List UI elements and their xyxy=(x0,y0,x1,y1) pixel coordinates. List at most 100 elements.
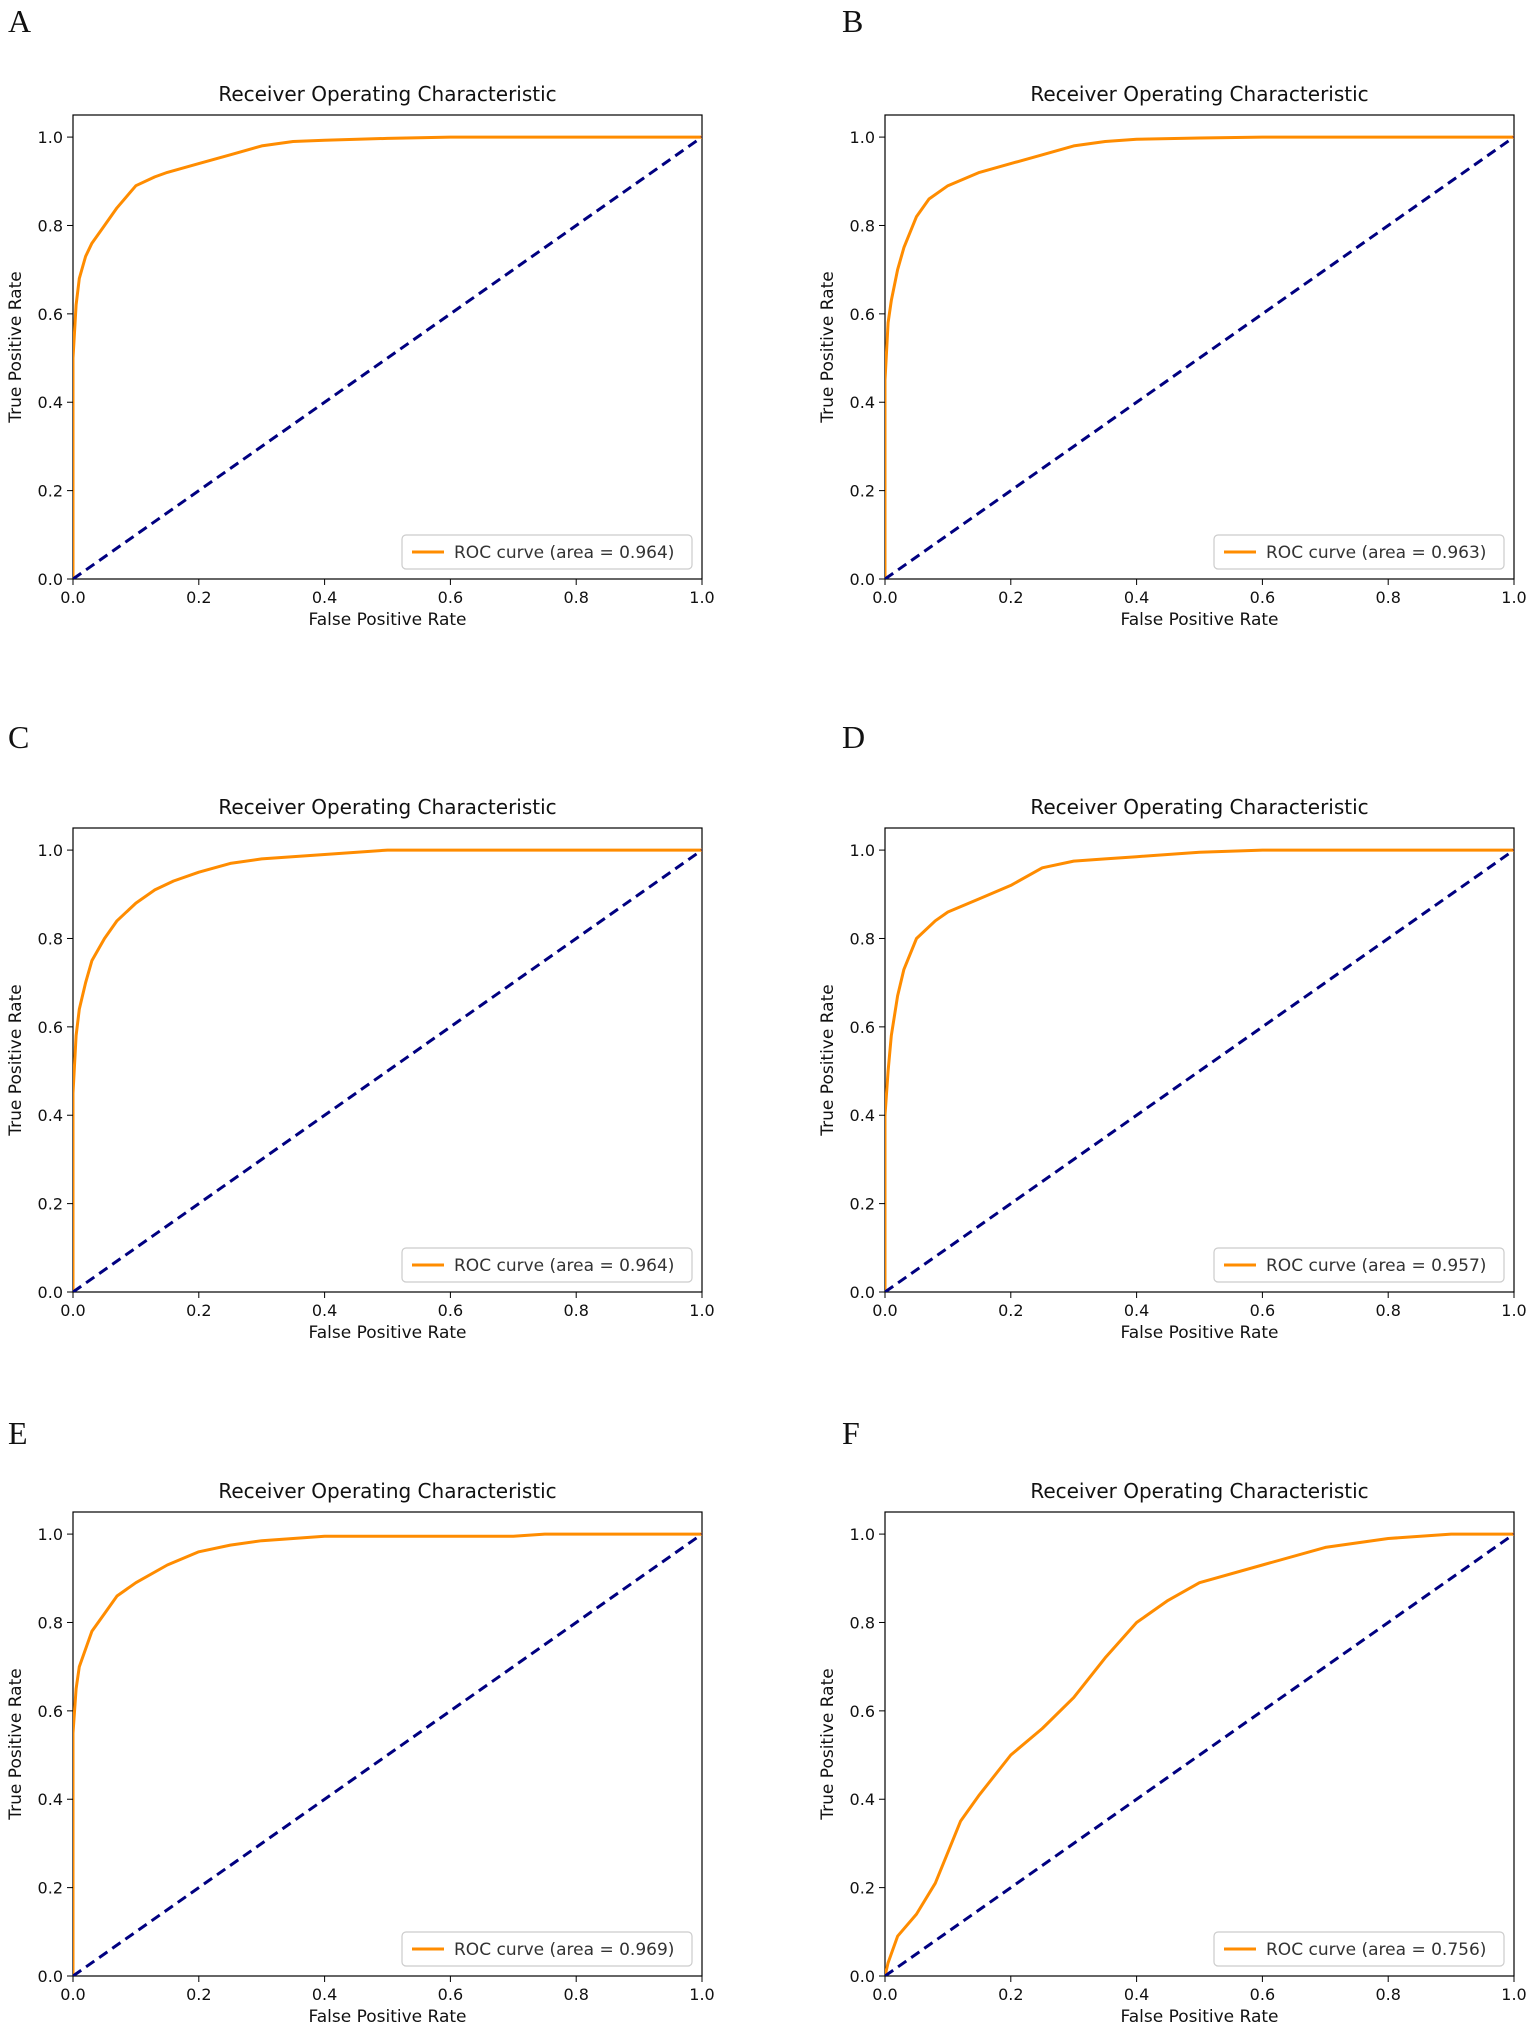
panel-letter: A xyxy=(8,3,31,39)
x-tick-label: 1.0 xyxy=(1501,1985,1526,2004)
legend: ROC curve (area = 0.756) xyxy=(1213,1931,1505,1967)
x-tick-label: 0.2 xyxy=(998,588,1023,607)
y-tick-label: 0.6 xyxy=(38,1702,63,1721)
roc-curve-line xyxy=(885,135,1514,579)
y-tick-label: 0.4 xyxy=(38,1106,63,1125)
y-tick-label: 0.6 xyxy=(850,1702,875,1721)
y-tick-label: 0.6 xyxy=(38,305,63,324)
y-tick-label: 0.8 xyxy=(38,216,63,235)
y-tick-label: 0.2 xyxy=(850,482,875,501)
x-tick-label: 0.8 xyxy=(563,588,588,607)
chart-panel-c: C Receiver Operating Characteristic 0.0 0.2… xyxy=(6,719,715,1343)
x-tick-label: 0.2 xyxy=(998,1985,1023,2004)
roc-curve-line xyxy=(885,1532,1514,1976)
panel-letter: E xyxy=(8,1415,28,1451)
legend-box xyxy=(1213,1931,1505,1967)
y-tick-label: 0.8 xyxy=(38,929,63,948)
legend-label: ROC curve (area = 0.964) xyxy=(454,1256,674,1276)
y-tick-label: 0.0 xyxy=(850,1283,875,1302)
y-tick-label: 0.0 xyxy=(38,1967,63,1986)
chart-panel-e: E Receiver Operating Characteristic 0.0 0.2… xyxy=(6,1415,715,2027)
y-axis-label: True Positive Rate xyxy=(6,1668,26,1820)
axes-frame xyxy=(72,827,703,1293)
y-tick-label: 0.2 xyxy=(850,1879,875,1898)
x-axis-label: False Positive Rate xyxy=(309,1323,467,1343)
x-tick-label: 1.0 xyxy=(689,1301,714,1320)
x-tick-label: 0.6 xyxy=(1250,588,1275,607)
y-tick-label: 1.0 xyxy=(38,1525,63,1544)
x-tick-label: 0.6 xyxy=(438,1301,463,1320)
x-axis-label: False Positive Rate xyxy=(309,2007,467,2027)
y-tick-label: 0.4 xyxy=(850,393,875,412)
legend-label: ROC curve (area = 0.969) xyxy=(454,1940,674,1960)
chart-panel-f: F Receiver Operating Characteristic 0.0 0.2… xyxy=(818,1415,1527,2027)
x-axis-label: False Positive Rate xyxy=(1121,1323,1279,1343)
legend-box xyxy=(401,534,693,570)
y-tick-label: 1.0 xyxy=(850,841,875,860)
y-tick-label: 0.0 xyxy=(850,1967,875,1986)
axes-frame xyxy=(72,114,703,580)
chance-diagonal-line xyxy=(885,135,1514,579)
x-tick-label: 0.0 xyxy=(872,588,897,607)
y-tick-label: 0.6 xyxy=(850,305,875,324)
panel-letter: F xyxy=(842,1415,860,1451)
chart-panel-d: D Receiver Operating Characteristic 0.0 0.2… xyxy=(818,719,1527,1343)
legend-label: ROC curve (area = 0.964) xyxy=(454,543,674,563)
x-tick-label: 0.0 xyxy=(60,1301,85,1320)
y-tick-label: 0.6 xyxy=(38,1018,63,1037)
legend: ROC curve (area = 0.963) xyxy=(1213,534,1505,570)
chance-diagonal-line xyxy=(73,135,702,579)
x-axis-label: False Positive Rate xyxy=(1121,2007,1279,2027)
roc-curve-line xyxy=(73,848,702,1292)
legend-box xyxy=(401,1931,693,1967)
y-tick-label: 0.6 xyxy=(850,1018,875,1037)
y-axis-label: True Positive Rate xyxy=(818,271,838,423)
legend: ROC curve (area = 0.964) xyxy=(401,534,693,570)
y-axis-label: True Positive Rate xyxy=(6,984,26,1136)
x-tick-label: 0.4 xyxy=(1124,588,1149,607)
x-tick-label: 0.8 xyxy=(563,1985,588,2004)
legend-box xyxy=(1213,534,1505,570)
y-tick-label: 0.0 xyxy=(38,1283,63,1302)
y-tick-label: 0.2 xyxy=(38,482,63,501)
y-tick-label: 0.2 xyxy=(850,1195,875,1214)
x-tick-label: 0.8 xyxy=(1375,1985,1400,2004)
axes-frame xyxy=(884,1511,1515,1977)
chance-diagonal-line xyxy=(885,848,1514,1292)
y-tick-label: 0.4 xyxy=(850,1790,875,1809)
legend-label: ROC curve (area = 0.957) xyxy=(1266,1256,1486,1276)
roc-curve-line xyxy=(73,1532,702,1976)
roc-curve-line xyxy=(885,848,1514,1292)
x-tick-label: 0.0 xyxy=(60,588,85,607)
legend: ROC curve (area = 0.969) xyxy=(401,1931,693,1967)
y-axis-label: True Positive Rate xyxy=(818,984,838,1136)
panel-letter: C xyxy=(8,719,29,755)
y-tick-label: 0.0 xyxy=(850,570,875,589)
y-tick-label: 0.8 xyxy=(850,216,875,235)
y-tick-label: 0.4 xyxy=(850,1106,875,1125)
x-tick-label: 0.6 xyxy=(438,1985,463,2004)
x-tick-label: 1.0 xyxy=(689,588,714,607)
y-tick-label: 0.4 xyxy=(38,393,63,412)
x-tick-label: 0.0 xyxy=(60,1985,85,2004)
chart-title: Receiver Operating Characteristic xyxy=(1030,795,1368,819)
chance-diagonal-line xyxy=(73,848,702,1292)
x-tick-label: 0.4 xyxy=(1124,1985,1149,2004)
y-tick-label: 0.8 xyxy=(38,1613,63,1632)
chart-title: Receiver Operating Characteristic xyxy=(1030,1479,1368,1503)
x-tick-label: 0.8 xyxy=(563,1301,588,1320)
x-tick-label: 0.6 xyxy=(1250,1301,1275,1320)
x-tick-label: 0.6 xyxy=(1250,1985,1275,2004)
x-tick-label: 0.4 xyxy=(1124,1301,1149,1320)
legend-label: ROC curve (area = 0.756) xyxy=(1266,1940,1486,1960)
x-tick-label: 1.0 xyxy=(689,1985,714,2004)
x-tick-label: 0.8 xyxy=(1375,1301,1400,1320)
y-tick-label: 1.0 xyxy=(850,128,875,147)
x-axis-label: False Positive Rate xyxy=(309,610,467,630)
x-axis-label: False Positive Rate xyxy=(1121,610,1279,630)
axes-frame xyxy=(72,1511,703,1977)
roc-curve-line xyxy=(73,135,702,579)
x-tick-label: 0.2 xyxy=(186,1301,211,1320)
y-axis-label: True Positive Rate xyxy=(6,271,26,423)
